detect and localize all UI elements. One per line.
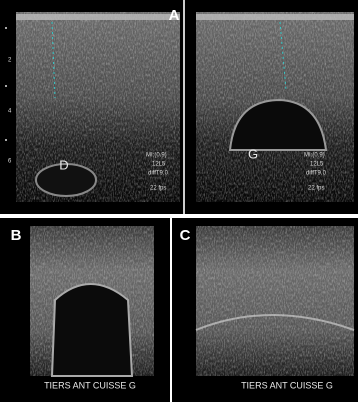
frame-rate: 22 fps xyxy=(308,186,324,192)
panel-a: 2 4 6 A D MI:(0.9) 12L5 diffT9.0 22 fps … xyxy=(0,0,358,214)
mode: diffT9.0 xyxy=(306,171,327,177)
depth-label: 2 xyxy=(8,58,12,64)
panel-c: C TIERS ANT CUISSE G xyxy=(172,218,358,402)
probe: 12L5 xyxy=(152,162,166,168)
bone-echo xyxy=(35,163,97,197)
caliper xyxy=(279,21,287,91)
depth-dot xyxy=(5,139,7,141)
mode: diffT9.0 xyxy=(148,171,169,177)
skin-line xyxy=(16,14,180,20)
depth-dot xyxy=(5,85,7,87)
bone-echo xyxy=(50,283,134,377)
fascia-echo xyxy=(195,314,355,331)
probe: 12L5 xyxy=(310,162,324,168)
side-label: D xyxy=(59,157,68,172)
panel-label: B xyxy=(11,227,22,244)
caption: TIERS ANT CUISSE G xyxy=(241,380,333,390)
side-label: G xyxy=(248,146,258,161)
depth-dot xyxy=(5,27,7,29)
mi-value: MI:(0.9) xyxy=(146,153,167,159)
panel-b: B TIERS ANT CUISSE G xyxy=(0,218,170,402)
mi-value: MI:(0.9) xyxy=(304,153,325,159)
frame-rate: 22 fps xyxy=(150,186,166,192)
depth-label: 4 xyxy=(8,109,12,115)
skin-line xyxy=(196,14,354,20)
speckle xyxy=(196,226,354,376)
panel-label: C xyxy=(180,227,191,244)
divider xyxy=(183,0,185,214)
panel-label: A xyxy=(169,7,180,24)
caption: TIERS ANT CUISSE G xyxy=(44,380,136,390)
bone-echo xyxy=(228,98,328,151)
depth-label: 6 xyxy=(8,159,12,165)
